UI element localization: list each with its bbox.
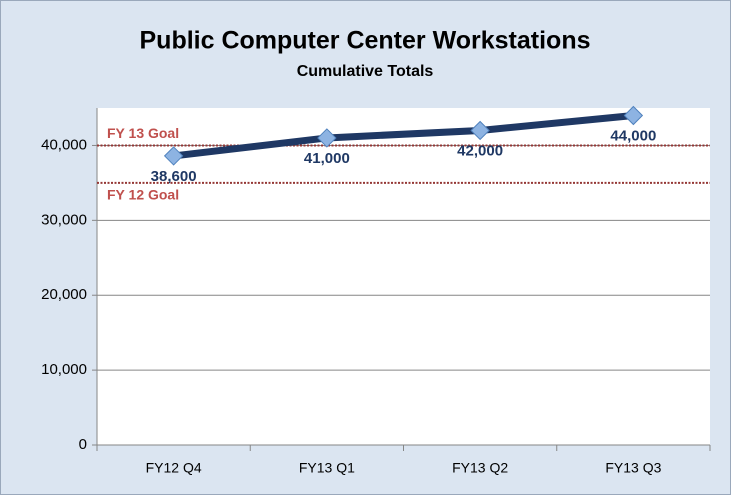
marker bbox=[163, 146, 184, 166]
plot-area bbox=[97, 108, 710, 445]
y-tick-label: 10,000 bbox=[41, 361, 87, 378]
x-tick-label: FY13 Q2 bbox=[452, 460, 508, 476]
data-label: 38,600 bbox=[151, 168, 197, 185]
marker bbox=[317, 128, 337, 148]
x-tick-label: FY13 Q3 bbox=[605, 460, 661, 476]
y-tick-label: 40,000 bbox=[41, 136, 87, 153]
data-label: 44,000 bbox=[610, 127, 656, 144]
goal-label: FY 12 Goal bbox=[107, 187, 179, 203]
marker bbox=[470, 120, 490, 141]
chart-subtitle: Cumulative Totals bbox=[297, 63, 434, 80]
x-tick-label: FY12 Q4 bbox=[146, 460, 202, 476]
chart-title: Public Computer Center Workstations bbox=[140, 27, 591, 55]
data-label: 42,000 bbox=[457, 142, 503, 159]
y-tick-label: 20,000 bbox=[41, 286, 87, 303]
x-tick-label: FY13 Q1 bbox=[299, 460, 355, 476]
y-tick-label: 30,000 bbox=[41, 211, 87, 228]
marker bbox=[623, 105, 644, 126]
series-line bbox=[173, 112, 634, 160]
goal-label: FY 13 Goal bbox=[107, 125, 179, 141]
data-label: 41,000 bbox=[304, 150, 350, 167]
y-tick-label: 0 bbox=[79, 436, 87, 453]
